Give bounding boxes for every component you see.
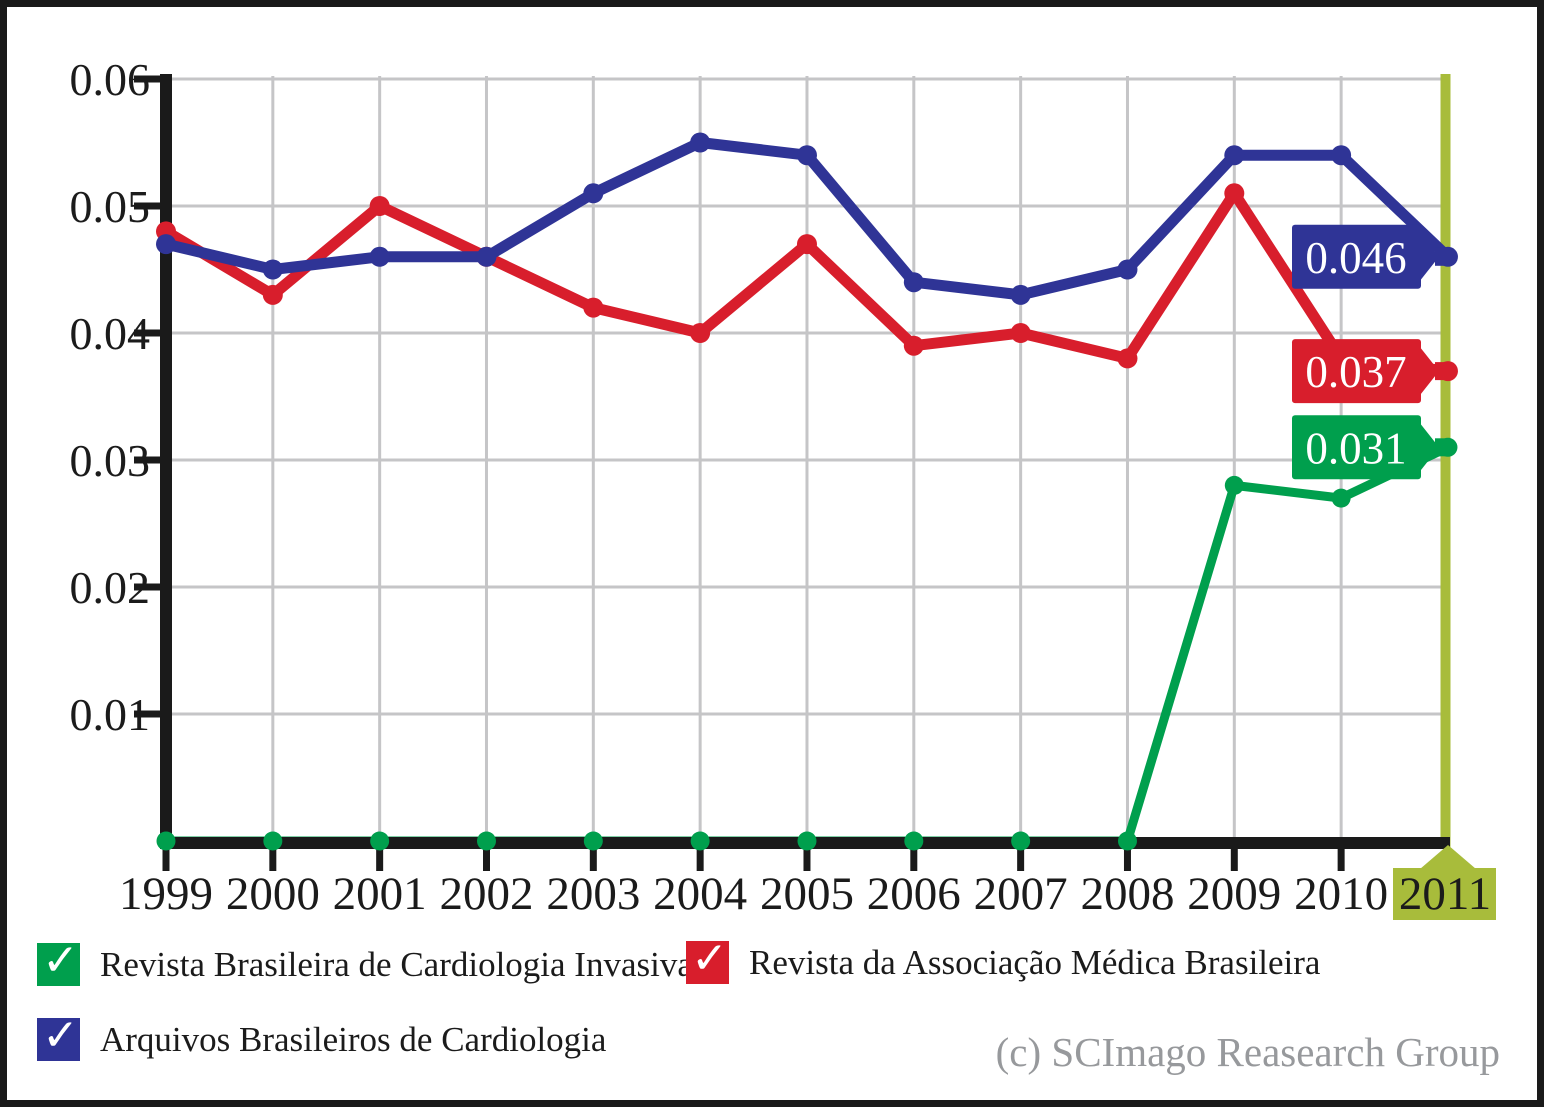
highlight-year-badge (1393, 868, 1496, 920)
data-point-blue (1224, 145, 1245, 166)
data-point-blue (1331, 145, 1352, 166)
value-tag-nub (1435, 362, 1450, 381)
data-point-green (1331, 488, 1351, 508)
value-tag-nub (1435, 247, 1450, 266)
legend-checkbox-green[interactable]: ✓ (37, 938, 80, 986)
x-axis-label-highlight: 2011 (1399, 868, 1491, 920)
value-tag-text: 0.046 (1305, 233, 1406, 283)
data-point-green (1011, 831, 1031, 851)
data-point-red (796, 234, 817, 255)
x-axis-label: 2004 (653, 868, 747, 920)
value-tag-text: 0.037 (1305, 347, 1406, 397)
data-point-green (690, 831, 710, 851)
legend-item-revista-brasileira-de-cardiologia-invasiva[interactable]: ✓ Revista Brasileira de Cardiologia Inva… (37, 938, 693, 986)
legend-label: Revista da Associação Médica Brasileira (749, 942, 1321, 982)
data-point-green (1117, 831, 1137, 851)
check-icon: ✓ (691, 932, 728, 984)
check-icon: ✓ (42, 934, 79, 986)
x-axis-label: 2008 (1080, 868, 1174, 920)
x-axis-label: 2001 (333, 868, 427, 920)
data-point-blue (476, 246, 497, 267)
legend-checkbox-blue[interactable]: ✓ (37, 1013, 80, 1061)
data-point-green (476, 831, 496, 851)
legend-label: Arquivos Brasileiros de Cardiologia (100, 1019, 607, 1059)
x-axis-label: 2009 (1187, 868, 1281, 920)
data-point-red (262, 284, 283, 305)
data-point-green (797, 831, 817, 851)
data-point-red (1117, 348, 1138, 369)
x-axis-label: 2007 (974, 868, 1068, 920)
data-point-red (583, 297, 604, 318)
legend-label: Revista Brasileira de Cardiologia Invasi… (100, 944, 693, 984)
data-point-green (583, 831, 603, 851)
value-tag-arrow (1420, 232, 1439, 281)
x-axis-label: 2010 (1294, 868, 1388, 920)
data-point-blue (1117, 259, 1138, 280)
data-point-green (263, 831, 283, 851)
value-tag-nub (1435, 438, 1450, 457)
data-point-blue (369, 246, 390, 267)
value-tag-arrow (1420, 347, 1439, 396)
value-tag-text: 0.031 (1305, 423, 1406, 473)
value-tag (1292, 224, 1421, 289)
x-axis-label: 2002 (439, 868, 533, 920)
data-point-blue (156, 234, 176, 255)
data-point-blue (1010, 284, 1031, 305)
value-tag-arrow (1420, 423, 1439, 472)
x-axis-label: 2000 (226, 868, 320, 920)
data-point-red (369, 196, 390, 216)
value-tag (1292, 415, 1421, 480)
data-point-red (1010, 323, 1031, 343)
data-point-green (370, 831, 390, 851)
x-axis-label: 2005 (760, 868, 854, 920)
data-point-red (1224, 183, 1245, 204)
copyright-text: (c) SCImago Reasearch Group (995, 1029, 1500, 1075)
data-point-green (904, 831, 924, 851)
data-point-blue (903, 272, 924, 293)
legend-item-revista-da-associacao-medica-brasileira[interactable]: ✓ Revista da Associação Médica Brasileir… (686, 936, 1321, 984)
data-point-green (1224, 475, 1244, 495)
highlight-year-badge-arrow (1420, 845, 1476, 869)
value-tag (1292, 339, 1421, 404)
data-point-blue (690, 132, 711, 153)
x-axis-label: 2003 (546, 868, 640, 920)
x-axis-label: 2006 (867, 868, 961, 920)
data-point-green (156, 831, 176, 851)
data-point-blue (262, 259, 283, 280)
legend-item-arquivos-brasileiros-de-cardiologia[interactable]: ✓ Arquivos Brasileiros de Cardiologia (37, 1013, 607, 1061)
legend-checkbox-red[interactable]: ✓ (686, 936, 729, 984)
check-icon: ✓ (42, 1009, 79, 1061)
data-point-blue (583, 183, 604, 204)
x-axis-label: 1999 (119, 868, 213, 920)
data-point-red (903, 335, 924, 356)
data-point-blue (796, 145, 817, 166)
data-point-red (690, 323, 711, 343)
